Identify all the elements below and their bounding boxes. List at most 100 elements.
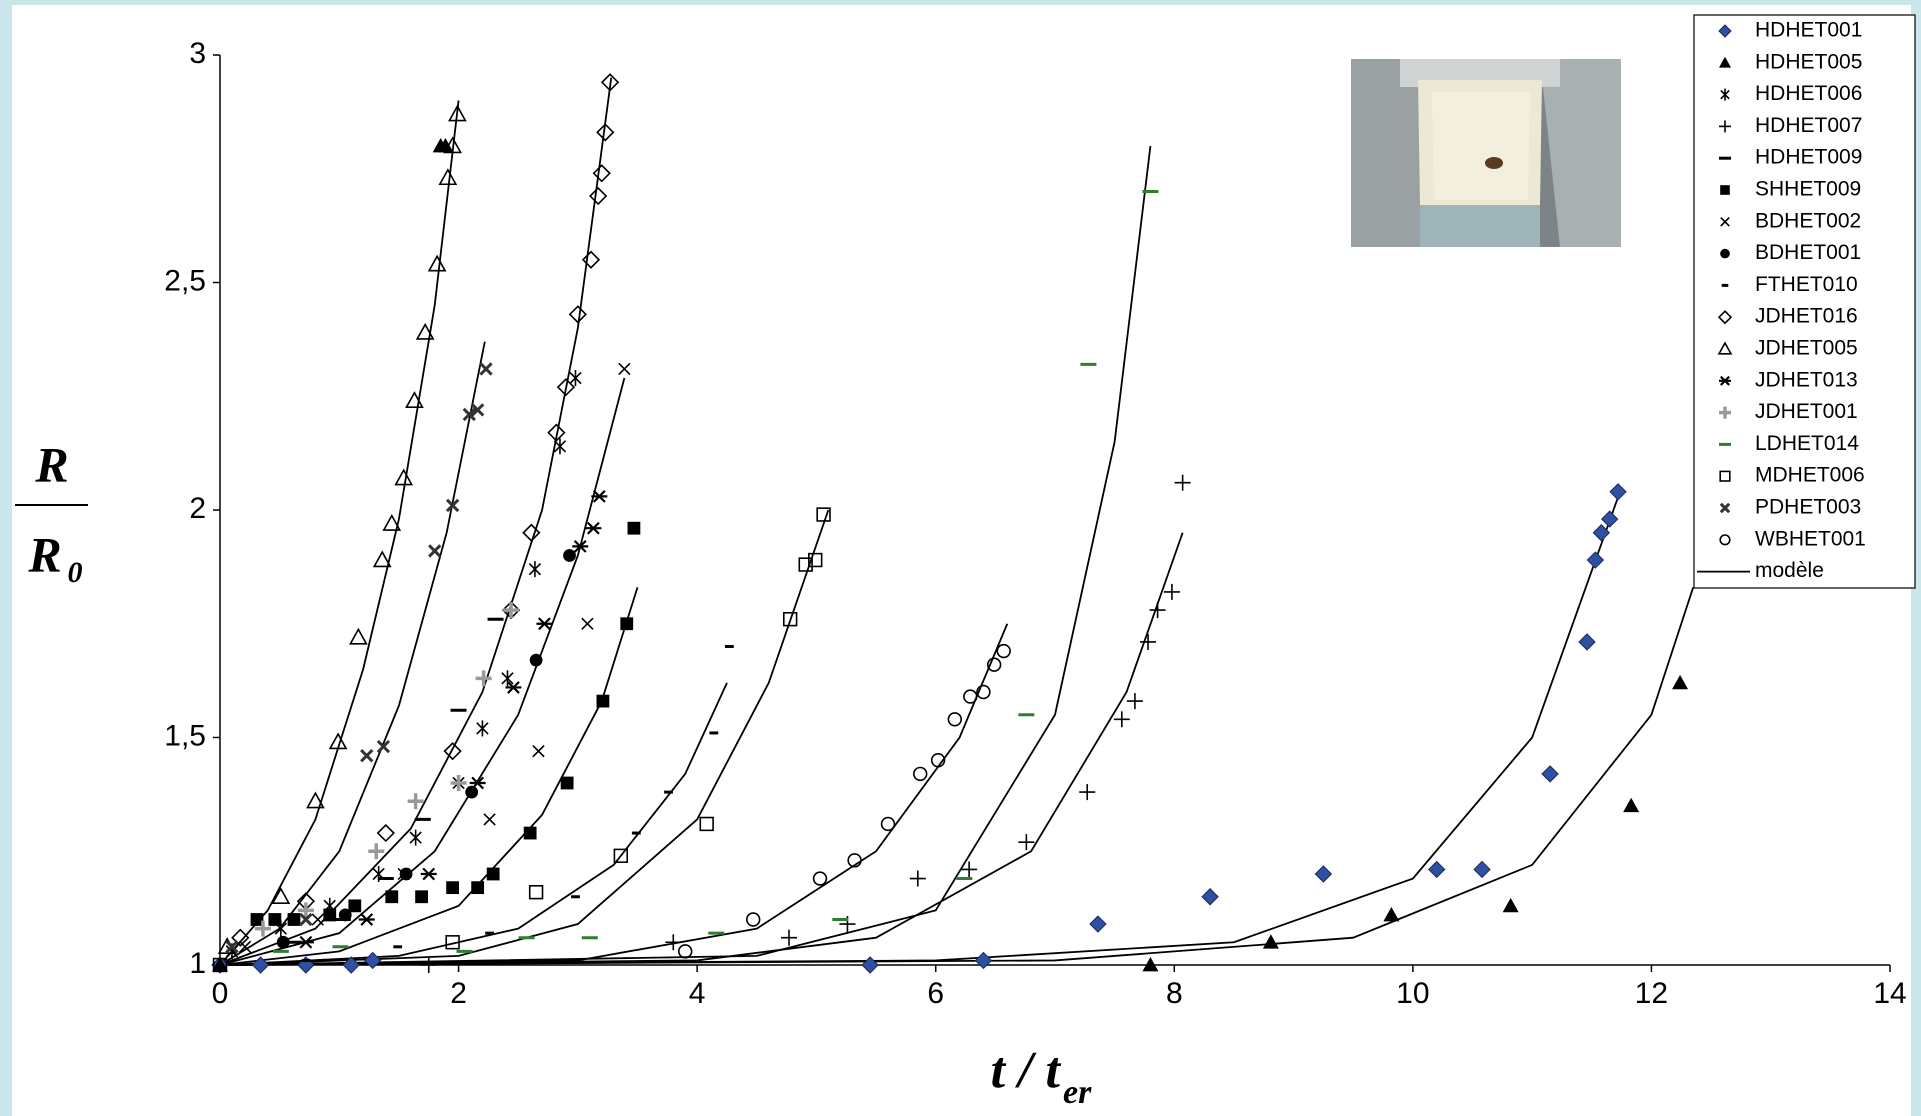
marker xyxy=(446,881,460,895)
marker xyxy=(532,744,545,758)
marker xyxy=(536,617,553,631)
marker xyxy=(1163,583,1180,600)
legend-label: LDHET014 xyxy=(1755,432,1859,455)
legend-marker xyxy=(1719,470,1731,482)
legend-marker xyxy=(1719,406,1731,419)
marker xyxy=(596,123,615,142)
marker xyxy=(974,951,993,970)
marker xyxy=(427,254,447,272)
marker xyxy=(503,602,520,619)
marker xyxy=(1600,510,1619,528)
marker xyxy=(254,920,271,937)
y-label-subscript: 0 xyxy=(68,556,83,589)
marker xyxy=(471,881,485,895)
marker xyxy=(782,611,798,627)
legend-label: WBHET001 xyxy=(1755,527,1866,550)
marker xyxy=(553,438,567,455)
marker xyxy=(572,540,589,553)
marker xyxy=(338,908,352,922)
marker xyxy=(376,823,395,843)
marker xyxy=(665,934,682,951)
marker xyxy=(620,617,634,631)
marker xyxy=(986,657,1002,672)
marker xyxy=(699,816,714,832)
marker xyxy=(501,670,514,687)
marker xyxy=(251,956,270,974)
marker xyxy=(880,816,896,832)
marker xyxy=(808,552,823,568)
marker xyxy=(746,912,761,927)
marker xyxy=(1502,897,1519,913)
marker xyxy=(420,957,437,973)
marker xyxy=(961,861,978,878)
marker xyxy=(328,732,348,750)
marker xyxy=(930,753,946,768)
marker xyxy=(1174,474,1191,491)
marker xyxy=(1262,934,1279,949)
marker xyxy=(581,617,594,630)
legend-label: HDHET007 xyxy=(1755,114,1862,137)
x-axis-label: t / t er xyxy=(991,1042,1092,1111)
marker xyxy=(438,168,458,186)
marker xyxy=(306,791,325,809)
marker xyxy=(465,785,479,799)
legend-label: BDHET002 xyxy=(1755,209,1861,232)
marker xyxy=(476,720,489,737)
marker xyxy=(450,775,467,791)
marker xyxy=(780,929,797,946)
marker xyxy=(415,322,435,340)
y-label-denominator: R xyxy=(27,526,61,582)
marker xyxy=(394,468,414,486)
marker xyxy=(287,913,301,926)
x-tick-label: 8 xyxy=(1166,977,1183,1010)
marker xyxy=(297,935,314,949)
marker xyxy=(1314,865,1333,883)
legend-marker xyxy=(1720,217,1730,227)
legend-marker xyxy=(1720,185,1730,195)
marker xyxy=(437,138,454,153)
marker xyxy=(523,826,537,840)
marker xyxy=(547,423,566,442)
y-tick-label: 2,5 xyxy=(164,264,206,297)
legend-label: JDHET016 xyxy=(1755,305,1858,328)
marker xyxy=(1126,693,1143,710)
marker xyxy=(847,853,862,868)
marker xyxy=(323,908,337,922)
marker xyxy=(1428,860,1446,879)
x-tick-label: 4 xyxy=(689,977,706,1010)
marker xyxy=(268,913,282,926)
legend-marker xyxy=(1718,24,1732,38)
marker xyxy=(405,391,424,409)
marker xyxy=(592,164,611,183)
marker xyxy=(407,793,424,810)
marker xyxy=(569,370,582,387)
marker xyxy=(420,867,437,881)
inset-photo xyxy=(1351,59,1621,247)
marker xyxy=(238,940,252,953)
marker xyxy=(976,684,991,700)
marker xyxy=(913,766,928,782)
marker xyxy=(627,521,641,535)
marker xyxy=(363,951,382,970)
marker xyxy=(415,890,428,904)
marker xyxy=(1201,888,1219,906)
marker xyxy=(678,944,693,959)
marker xyxy=(1623,797,1640,813)
marker xyxy=(250,913,264,926)
model-curve xyxy=(219,532,1184,966)
legend-marker xyxy=(1719,534,1731,546)
marker xyxy=(1592,524,1611,542)
marker xyxy=(212,957,228,973)
model-curve xyxy=(219,587,1695,966)
marker xyxy=(618,362,631,376)
marker xyxy=(528,561,542,578)
marker xyxy=(382,514,402,531)
legend-label: HDHET006 xyxy=(1755,82,1862,105)
marker xyxy=(483,813,496,826)
legend-marker xyxy=(1719,375,1731,386)
marker xyxy=(1609,483,1627,501)
marker xyxy=(349,627,368,645)
marker xyxy=(529,653,543,667)
marker xyxy=(297,902,314,919)
